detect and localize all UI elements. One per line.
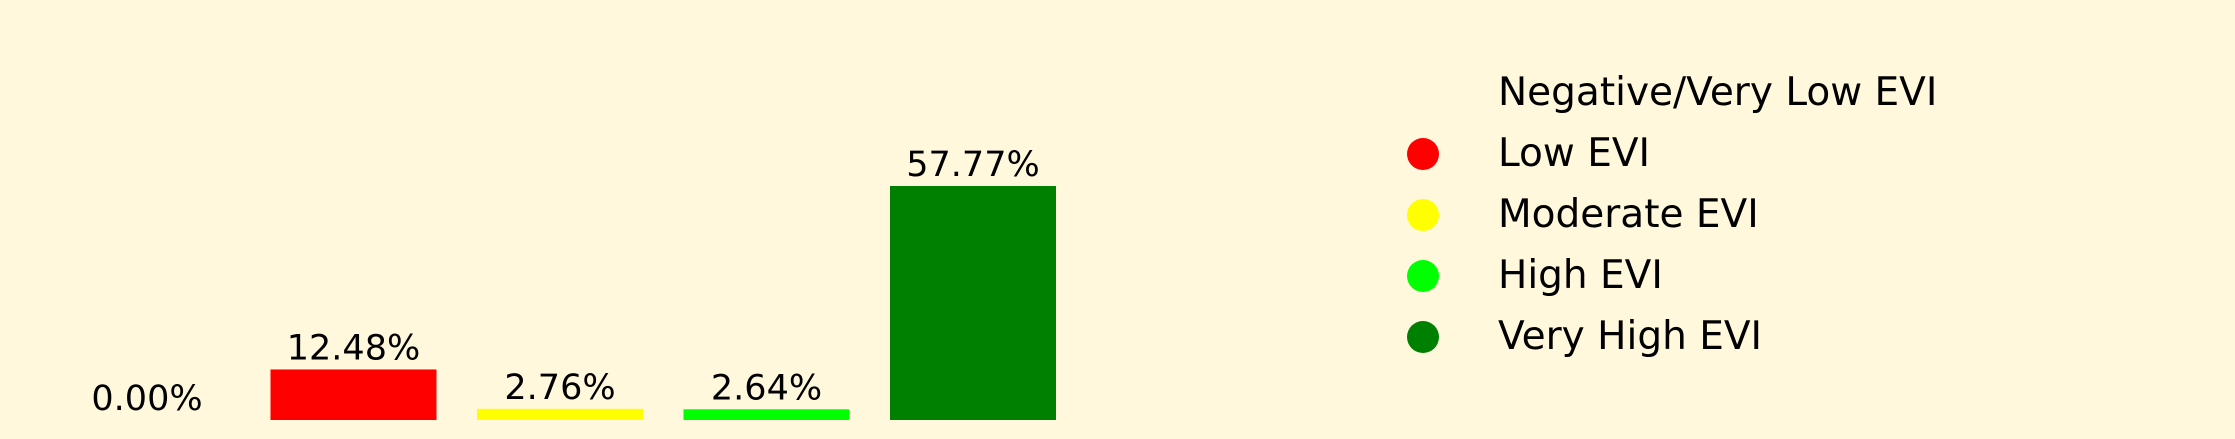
value-label-moderate-evi: 2.76% xyxy=(504,368,615,408)
legend-label-high-evi: High EVI xyxy=(1498,253,1663,298)
value-label-very-high-evi: 57.77% xyxy=(906,145,1039,185)
value-label-negative-very-low-evi: 0.00% xyxy=(91,379,202,419)
bar-very-high-evi xyxy=(890,186,1056,420)
legend: Negative/Very Low EVI Low EVI Moderate EVI… xyxy=(1407,70,1937,359)
legend-marker-high-evi xyxy=(1407,260,1439,292)
legend-label-negative-very-low-evi: Negative/Very Low EVI xyxy=(1498,70,1937,115)
bar-low-evi xyxy=(270,369,437,420)
legend-marker-low-evi xyxy=(1407,138,1439,170)
value-label-high-evi: 2.64% xyxy=(711,368,822,408)
legend-label-moderate-evi: Moderate EVI xyxy=(1498,192,1759,237)
legend-label-low-evi: Low EVI xyxy=(1498,131,1650,176)
bars-layer xyxy=(270,186,1056,420)
legend-marker-moderate-evi xyxy=(1407,199,1439,231)
legend-marker-negative-very-low-evi xyxy=(1407,77,1439,109)
legend-marker-very-high-evi xyxy=(1407,321,1439,353)
bar-high-evi xyxy=(683,409,850,420)
legend-label-very-high-evi: Very High EVI xyxy=(1498,314,1762,359)
value-label-low-evi: 12.48% xyxy=(287,328,420,368)
value-labels-layer: 0.00% 12.48% 2.76% 2.64% 57.77% xyxy=(91,145,1039,419)
bar-moderate-evi xyxy=(477,408,643,420)
